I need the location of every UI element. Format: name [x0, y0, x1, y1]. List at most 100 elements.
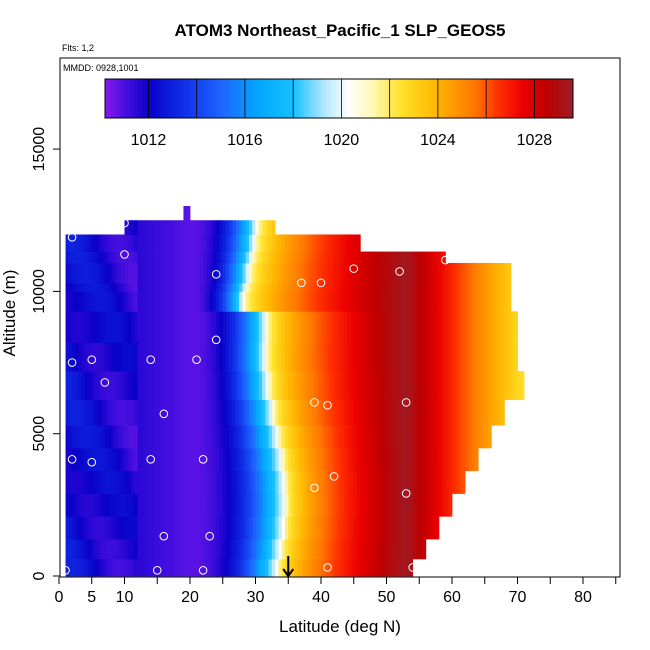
heatmap-cell [176, 311, 181, 344]
heatmap-cell [311, 342, 315, 372]
heatmap-cell [190, 470, 194, 494]
heatmap-cell [68, 342, 73, 372]
heatmap-cell [153, 311, 158, 344]
heatmap-cell [271, 399, 276, 426]
heatmap-cell [193, 399, 197, 426]
heatmap-cell [298, 342, 302, 372]
heatmap-cell [442, 470, 446, 494]
colorbar-swatch [570, 79, 574, 118]
heatmap-cell [507, 291, 512, 312]
heatmap-cell [91, 291, 96, 312]
heatmap-cell [117, 558, 122, 577]
x-axis: 0 5 10 20 30 40 50 60 70 80 [55, 577, 617, 606]
heatmap-cell [314, 251, 319, 264]
heatmap-cell [386, 447, 391, 472]
colorbar-swatch [160, 79, 164, 118]
heatmap-cell [497, 399, 502, 426]
heatmap-cell [186, 516, 191, 540]
flight-point [408, 563, 418, 572]
heatmap-cell [350, 539, 355, 560]
heatmap-cell [134, 425, 138, 449]
heatmap-cell [232, 291, 237, 312]
heatmap-cell [445, 311, 450, 344]
heatmap-cell [212, 220, 217, 235]
heatmap-cell [131, 371, 135, 400]
heatmap-cell [298, 539, 302, 560]
heatmap-cell [291, 539, 296, 560]
heatmap-cell [330, 251, 335, 264]
heatmap-cell [134, 342, 138, 372]
heatmap-cell [114, 342, 119, 372]
heatmap-cell [343, 282, 348, 292]
heatmap-cell [117, 342, 122, 372]
heatmap-cell [327, 558, 332, 577]
colorbar-swatch [324, 79, 328, 118]
colorbar-swatch [488, 79, 492, 118]
heatmap-cell [186, 470, 191, 494]
heatmap-cell [193, 311, 197, 344]
heatmap-cell [357, 470, 361, 494]
colorbar-swatch [368, 79, 372, 118]
heatmap-cell [114, 399, 119, 426]
heatmap-cell [327, 470, 332, 494]
heatmap-cell [193, 342, 197, 372]
x-tick-label: 20 [181, 589, 199, 606]
heatmap-cell [435, 447, 440, 472]
colorbar-swatch [219, 79, 223, 118]
heatmap-cell [350, 399, 355, 426]
heatmap-cell [291, 447, 296, 472]
heatmap-cell [442, 342, 446, 372]
heatmap-cell [190, 311, 194, 344]
heatmap-cell [412, 291, 417, 312]
heatmap-cell [157, 251, 161, 264]
heatmap-cell [294, 516, 299, 540]
heatmap-cell [157, 342, 161, 372]
heatmap-cell [255, 311, 260, 344]
heatmap-cell [203, 342, 207, 372]
heatmap-cell [163, 539, 168, 560]
heatmap-cell [121, 425, 125, 449]
heatmap-cell [157, 311, 161, 344]
heatmap-cell [235, 539, 240, 560]
heatmap-cell [252, 220, 256, 235]
heatmap-cell [117, 234, 122, 252]
heatmap-cell [245, 493, 250, 517]
heatmap-cell [379, 558, 384, 577]
heatmap-cell [438, 371, 443, 400]
colorbar-swatch [464, 79, 469, 118]
heatmap-cell [242, 493, 247, 517]
heatmap-cell [124, 558, 129, 577]
heatmap-cell [232, 493, 237, 517]
heatmap-cell [85, 447, 89, 472]
heatmap-cell [131, 291, 135, 312]
heatmap-cell [183, 425, 188, 449]
heatmap-cell [193, 447, 197, 472]
heatmap-cell [314, 262, 319, 284]
heatmap-cell [415, 342, 420, 372]
heatmap-cell [330, 282, 335, 292]
heatmap-cell [131, 311, 135, 344]
heatmap-cell [373, 371, 378, 400]
heatmap-cell [232, 234, 237, 252]
heatmap-cell [111, 342, 116, 372]
heatmap-cell [383, 371, 387, 400]
heatmap-cell [504, 311, 509, 344]
heatmap-cell [271, 220, 276, 235]
heatmap-cell [412, 399, 417, 426]
heatmap-cell [111, 558, 116, 577]
heatmap-cell [317, 251, 322, 264]
heatmap-cell [465, 311, 469, 344]
heatmap-cell [324, 282, 328, 292]
heatmap-cell [330, 342, 335, 372]
heatmap-cell [386, 558, 391, 577]
heatmap-cell [288, 539, 292, 560]
heatmap-cell [347, 262, 351, 284]
heatmap-cell [229, 220, 233, 235]
heatmap-cell [68, 262, 73, 284]
heatmap-cell [160, 470, 165, 494]
heatmap-cell [294, 425, 299, 449]
heatmap-cell [150, 220, 155, 235]
heatmap-cell [226, 516, 230, 540]
heatmap-cell [455, 282, 459, 292]
heatmap-cell [212, 371, 217, 400]
